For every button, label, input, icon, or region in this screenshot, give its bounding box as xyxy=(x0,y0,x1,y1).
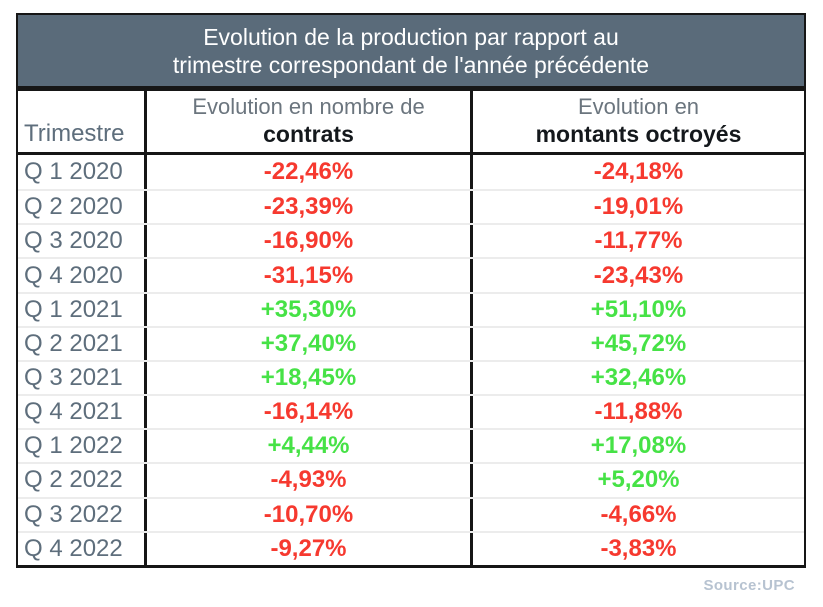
contrats-value: -10,70% xyxy=(147,498,473,531)
table-row: Q 1 2020 -22,46% -24,18% xyxy=(18,155,804,190)
table-row: Q 4 2021 -16,14% -11,88% xyxy=(18,394,804,429)
montants-value: -3,83% xyxy=(600,534,677,562)
table-row: Q 2 2020 -23,39% -19,01% xyxy=(18,189,804,224)
table-row: Q 1 2022 +4,44% +17,08% xyxy=(18,428,804,463)
header-montants: Evolution en montants octroyés xyxy=(473,91,804,152)
quarter-cell: Q 1 2022 xyxy=(18,430,147,463)
header-contrats-line2: contrats xyxy=(263,121,354,147)
montants-value: -24,18% xyxy=(593,158,684,186)
table-row: Q 3 2022 -10,70% -4,66% xyxy=(18,496,804,531)
quarter-cell: Q 4 2021 xyxy=(18,396,147,429)
table-row: Q 2 2021 +37,40% +45,72% xyxy=(18,325,804,360)
report-table: Evolution de la production par rapport a… xyxy=(16,13,806,568)
header-montants-line1: Evolution en xyxy=(577,94,700,119)
table-title-line2: trimestre correspondant de l'année précé… xyxy=(172,52,650,78)
montants-value: +32,46% xyxy=(590,364,687,392)
quarter-cell: Q 1 2021 xyxy=(18,293,147,326)
montants-value: +45,72% xyxy=(590,329,687,357)
quarter-cell: Q 2 2020 xyxy=(18,191,147,224)
table-title: Evolution de la production par rapport a… xyxy=(18,15,804,91)
montants-value: -11,77% xyxy=(594,227,683,255)
table-row: Q 1 2021 +35,30% +51,10% xyxy=(18,291,804,326)
quarter-cell: Q 4 2020 xyxy=(18,259,147,292)
contrats-value: +4,44% xyxy=(147,430,473,463)
header-row: Trimestre Evolution en nombre de contrat… xyxy=(18,91,804,155)
contrats-value: -22,46% xyxy=(147,155,473,190)
contrats-value: -9,27% xyxy=(147,532,473,565)
header-montants-line2: montants octroyés xyxy=(535,121,742,147)
contrats-value: -4,93% xyxy=(147,464,473,497)
header-contrats: Evolution en nombre de contrats xyxy=(147,91,473,152)
quarter-cell: Q 3 2022 xyxy=(18,498,147,531)
quarter-cell: Q 1 2020 xyxy=(18,155,147,190)
montants-value: -23,43% xyxy=(593,261,684,289)
contrats-value: +37,40% xyxy=(147,327,473,360)
quarter-cell: Q 2 2022 xyxy=(18,464,147,497)
contrats-value: -23,39% xyxy=(147,191,473,224)
table-row: Q 3 2021 +18,45% +32,46% xyxy=(18,359,804,395)
montants-value: +51,10% xyxy=(590,295,687,323)
quarter-cell: Q 3 2020 xyxy=(18,225,147,258)
header-contrats-line1: Evolution en nombre de xyxy=(192,94,425,119)
quarter-cell: Q 2 2021 xyxy=(18,327,147,360)
source-credit: Source:UPC xyxy=(703,577,795,594)
contrats-value: -16,90% xyxy=(147,225,473,258)
table-row: Q 4 2020 -31,15% -23,43% xyxy=(18,257,804,292)
montants-value: -4,66% xyxy=(600,500,677,528)
header-trimestre: Trimestre xyxy=(18,91,147,152)
quarter-cell: Q 3 2021 xyxy=(18,361,147,395)
quarter-cell: Q 4 2022 xyxy=(18,532,147,565)
montants-value: -19,01% xyxy=(593,193,684,221)
table-row: Q 3 2020 -16,90% -11,77% xyxy=(18,223,804,258)
contrats-value: +35,30% xyxy=(147,293,473,326)
table-row: Q 2 2022 -4,93% +5,20% xyxy=(18,462,804,497)
table-title-line1: Evolution de la production par rapport a… xyxy=(203,24,619,50)
montants-value: +5,20% xyxy=(597,466,680,494)
table-row: Q 4 2022 -9,27% -3,83% xyxy=(18,530,804,565)
contrats-value: +18,45% xyxy=(147,361,473,395)
contrats-value: -31,15% xyxy=(147,259,473,292)
montants-value: +17,08% xyxy=(590,432,687,460)
contrats-value: -16,14% xyxy=(147,396,473,429)
montants-value: -11,88% xyxy=(594,398,683,426)
